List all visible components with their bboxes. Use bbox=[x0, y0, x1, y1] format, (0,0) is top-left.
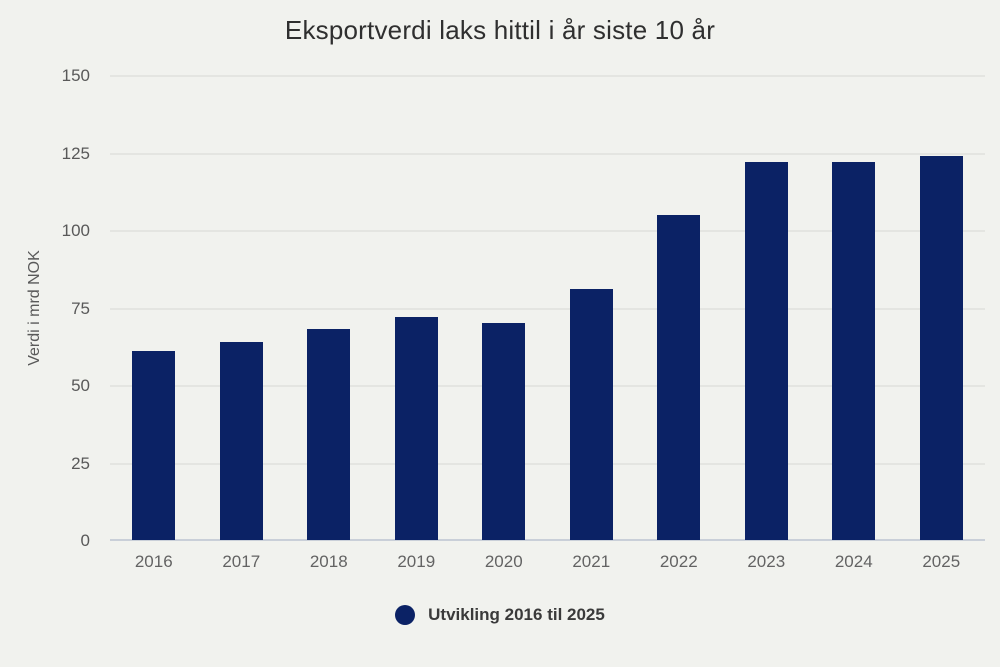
x-tick-label-2017: 2017 bbox=[222, 552, 261, 571]
y-tick-label-75: 75 bbox=[71, 298, 90, 318]
gridline-25 bbox=[110, 462, 985, 465]
x-tick-label-2024: 2024 bbox=[834, 552, 873, 571]
y-tick-label-0: 0 bbox=[80, 531, 90, 550]
y-tick-label-125: 125 bbox=[61, 143, 90, 163]
bar-2024 bbox=[832, 161, 876, 540]
x-tick-label-2022: 2022 bbox=[659, 552, 698, 571]
x-tick-label-2020: 2020 bbox=[484, 552, 523, 571]
gridline-75 bbox=[110, 307, 985, 310]
gridline-100 bbox=[110, 230, 985, 232]
bar-2022 bbox=[657, 214, 701, 540]
bar-2017 bbox=[219, 341, 263, 540]
bar-2023 bbox=[744, 161, 788, 540]
x-axis-tick-labels: 2016 2017 2018 2019 2020 2021 2022 2023 2024 2025 bbox=[110, 552, 985, 576]
bar-2018 bbox=[307, 329, 351, 540]
gridline-150 bbox=[110, 75, 985, 77]
bar-2019 bbox=[394, 316, 438, 540]
chart-title: Eksportverdi laks hittil i år siste 10 å… bbox=[284, 15, 716, 45]
bar-2020 bbox=[482, 323, 526, 540]
legend-marker-icon bbox=[395, 605, 416, 625]
legend: Utvikling 2016 til 2025 bbox=[0, 605, 1000, 625]
x-tick-label-2023: 2023 bbox=[747, 552, 786, 571]
gridline-50 bbox=[110, 385, 985, 387]
y-tick-label-50: 50 bbox=[71, 376, 90, 395]
x-tick-label-2025: 2025 bbox=[922, 552, 961, 571]
gridline-125 bbox=[110, 152, 985, 155]
x-tick-label-2016: 2016 bbox=[134, 552, 173, 571]
y-tick-label-150: 150 bbox=[61, 66, 90, 85]
x-tick-label-2021: 2021 bbox=[572, 552, 611, 571]
plot-area bbox=[110, 75, 985, 541]
y-tick-label-25: 25 bbox=[71, 453, 90, 473]
x-axis-line bbox=[110, 539, 985, 541]
y-tick-label-100: 100 bbox=[61, 221, 90, 240]
x-tick-label-2018: 2018 bbox=[309, 552, 348, 571]
x-tick-label-2019: 2019 bbox=[397, 552, 436, 571]
bar-2016 bbox=[132, 350, 176, 540]
y-axis-tick-labels: 0 25 50 75 100 125 150 bbox=[30, 66, 90, 550]
bar-2025 bbox=[919, 155, 963, 540]
legend-label: Utvikling 2016 til 2025 bbox=[428, 605, 605, 624]
bar-2021 bbox=[569, 288, 613, 540]
